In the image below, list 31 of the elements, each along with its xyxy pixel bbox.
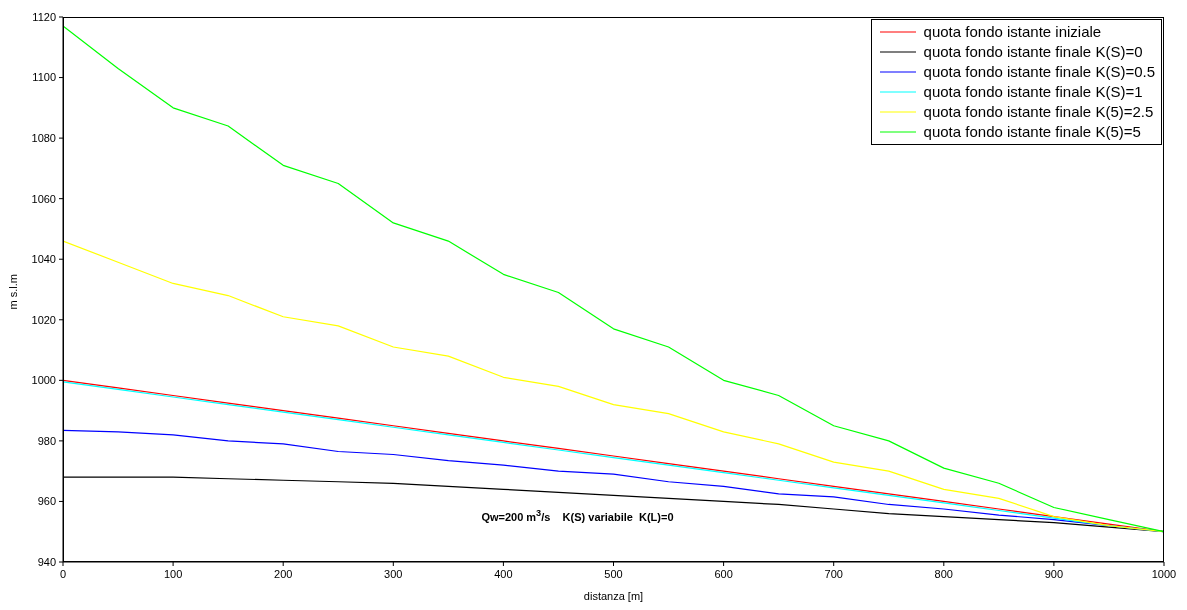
x-tick-label: 1000 bbox=[1151, 567, 1177, 580]
legend-label: quota fondo istante finale K(5)=5 bbox=[923, 122, 1141, 142]
y-tick-label: 1020 bbox=[31, 313, 56, 326]
x-tick-label: 500 bbox=[604, 567, 623, 580]
x-tick-label: 300 bbox=[384, 567, 403, 580]
line-series bbox=[63, 25, 1164, 533]
y-tick-label: 1120 bbox=[32, 10, 56, 23]
y-tick-label: 1080 bbox=[31, 132, 56, 145]
x-tick-label: 0 bbox=[59, 567, 67, 580]
x-tick-label: 400 bbox=[494, 567, 513, 580]
legend-label: quota fondo istante finale K(S)=1 bbox=[923, 82, 1143, 102]
x-axis-title: distanza [m] bbox=[583, 590, 644, 602]
x-tick-label: 200 bbox=[274, 567, 293, 580]
y-axis-title: m s.l.m bbox=[6, 274, 19, 310]
y-tick-label: 980 bbox=[37, 434, 56, 447]
y-tick-label: 1060 bbox=[31, 192, 56, 205]
legend-label: quota fondo istante iniziale bbox=[923, 22, 1102, 42]
legend-label: quota fondo istante finale K(S)=0 bbox=[923, 42, 1143, 62]
x-tick-label: 900 bbox=[1044, 567, 1064, 580]
x-tick-label: 800 bbox=[934, 567, 953, 580]
legend-label: quota fondo istante finale K(5)=2.5 bbox=[923, 102, 1154, 122]
y-tick-label: 960 bbox=[37, 495, 56, 508]
y-tick-label: 1100 bbox=[32, 71, 56, 84]
x-tick-label: 600 bbox=[714, 567, 733, 580]
x-tick-label: 100 bbox=[163, 567, 183, 580]
y-tick-label: 1000 bbox=[31, 374, 56, 387]
x-tick-label: 700 bbox=[824, 567, 843, 580]
annotation: Qw=200 m$^{3}$/s K(S) variabile K(L)=0 bbox=[481, 507, 674, 523]
y-tick-label: 940 bbox=[37, 555, 56, 568]
legend-label: quota fondo istante finale K(S)=0.5 bbox=[923, 62, 1155, 82]
y-tick-label: 1040 bbox=[31, 253, 56, 266]
